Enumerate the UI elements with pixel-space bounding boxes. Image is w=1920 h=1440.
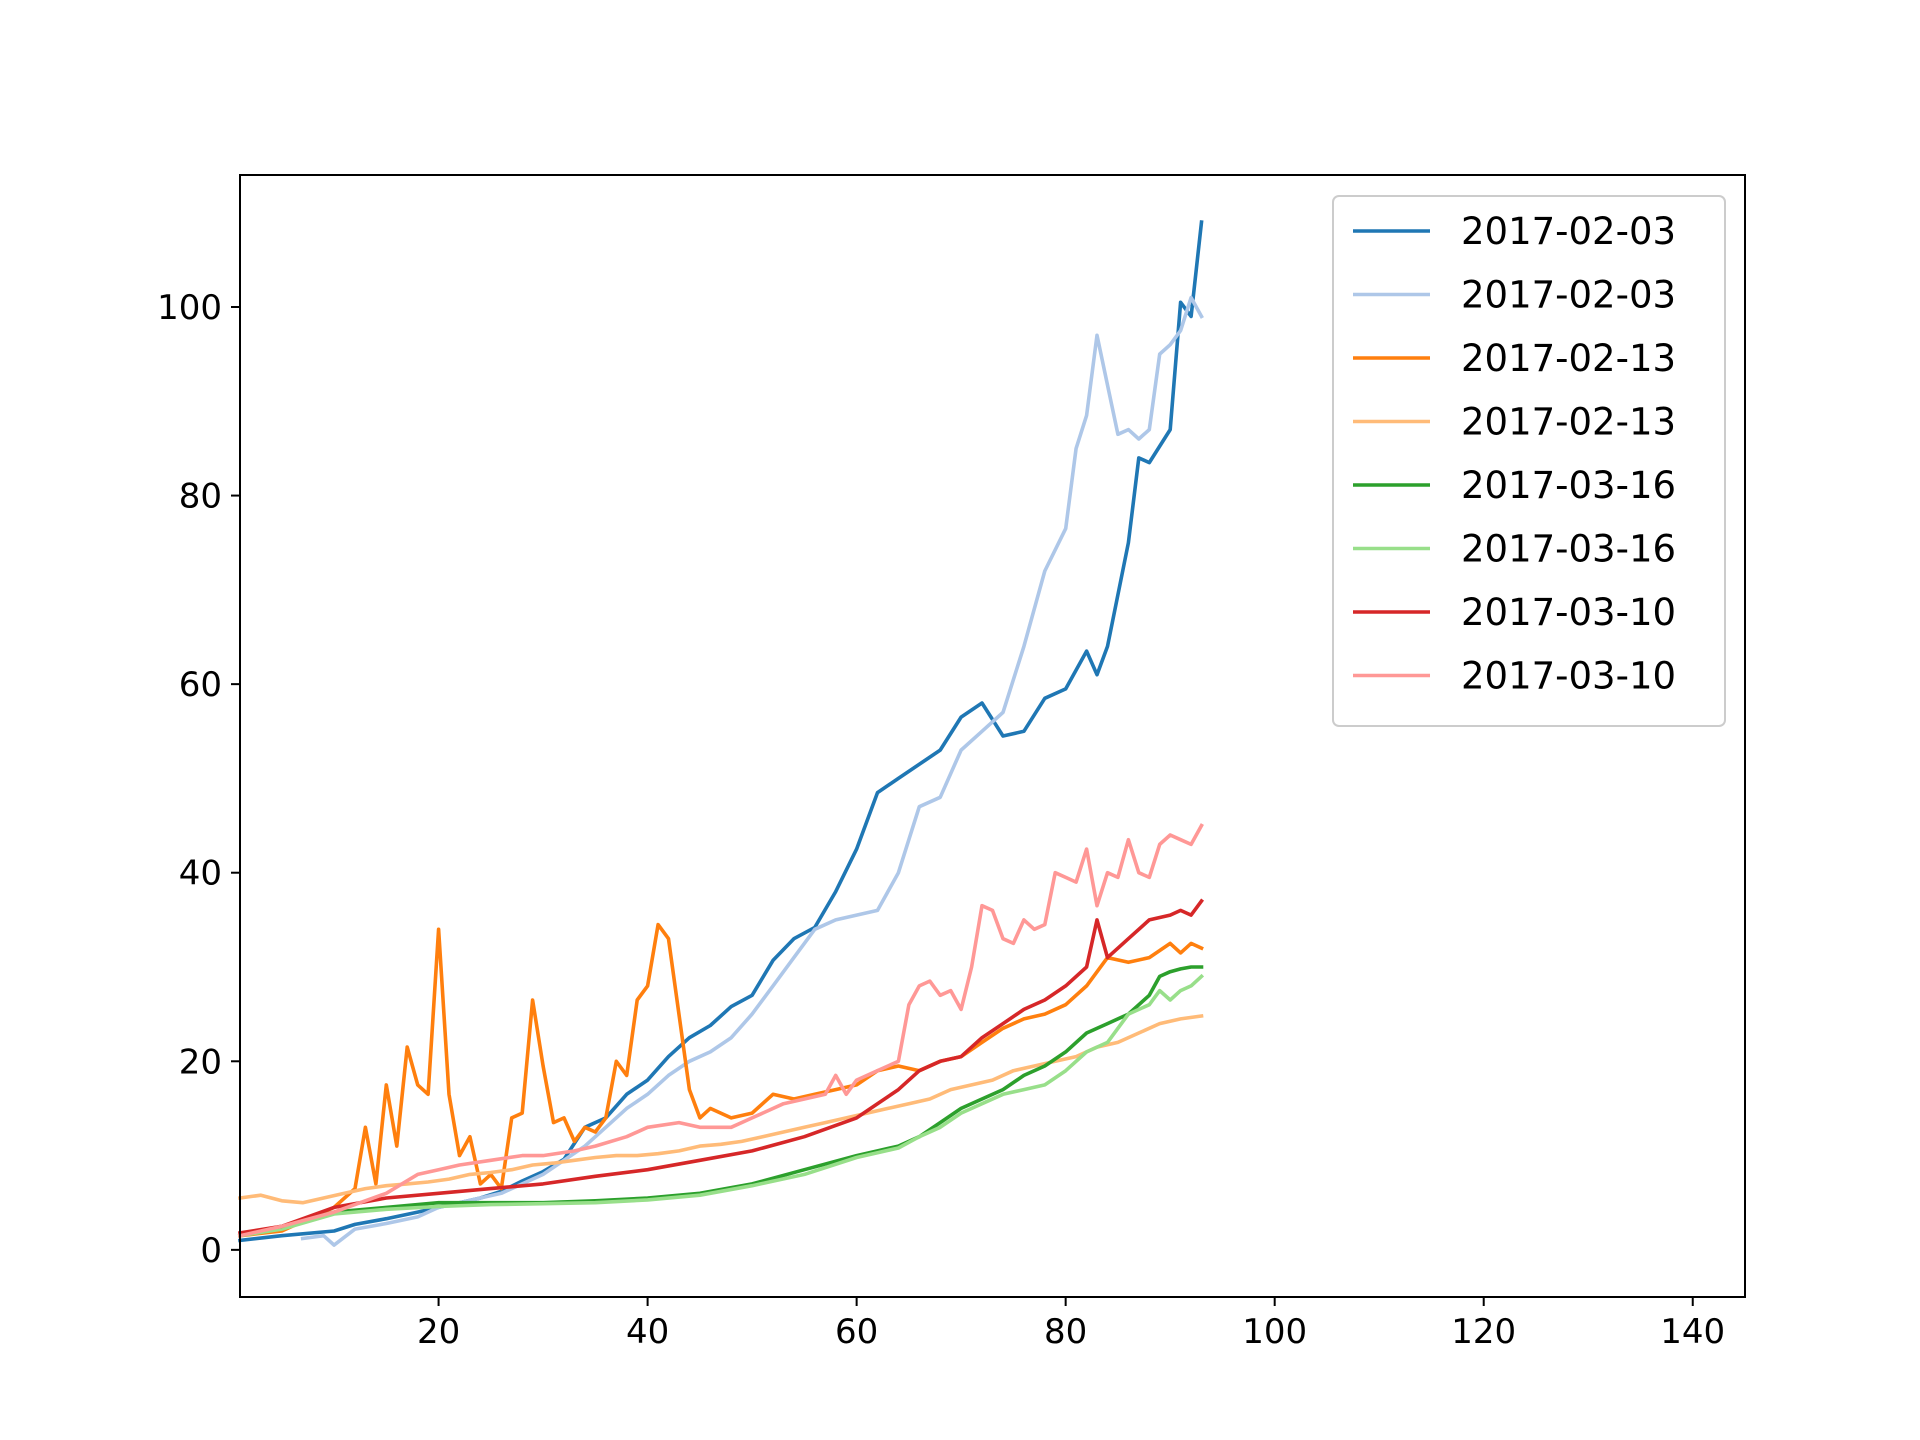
legend-box — [1332, 195, 1726, 727]
series-line-6 — [237, 973, 1205, 1238]
series-line-7 — [237, 898, 1205, 1235]
y-tick-label: 60 — [179, 665, 222, 705]
x-tick-label: 120 — [1451, 1312, 1516, 1352]
y-tick-label: 0 — [200, 1231, 222, 1271]
x-tick-label: 60 — [835, 1312, 878, 1352]
legend-label: 2017-02-13 — [1461, 337, 1676, 380]
plot-frame — [239, 174, 1746, 1298]
x-tick-label: 140 — [1660, 1312, 1725, 1352]
y-tick-label: 40 — [179, 854, 222, 894]
legend-label: 2017-03-10 — [1461, 655, 1676, 698]
legend-label: 2017-02-13 — [1461, 401, 1676, 444]
x-tick-label: 20 — [417, 1312, 460, 1352]
legend-label: 2017-03-10 — [1461, 591, 1676, 634]
legend-label: 2017-02-03 — [1461, 274, 1676, 317]
legend: 2017-02-03 2017-02-03 2017-02-13 2017-02-13… — [1332, 195, 1726, 727]
series-line-2 — [300, 295, 1204, 1247]
series-layer — [237, 220, 1205, 1247]
x-tick-label: 100 — [1242, 1312, 1307, 1352]
legend-label: 2017-03-16 — [1461, 528, 1676, 571]
legend-label: 2017-02-03 — [1461, 210, 1676, 253]
legend-label: 2017-03-16 — [1461, 464, 1676, 507]
y-tick-label: 100 — [157, 288, 222, 328]
y-tick-label: 20 — [179, 1042, 222, 1082]
series-line-8 — [237, 823, 1204, 1238]
series-line-3 — [238, 922, 1204, 1238]
y-axis: 0 20 40 60 80 100 — [157, 288, 240, 1271]
x-tick-label: 40 — [626, 1312, 669, 1352]
x-axis: 20 40 60 80 100 120 140 — [417, 1297, 1725, 1352]
y-tick-label: 80 — [179, 477, 222, 517]
x-tick-label: 80 — [1044, 1312, 1087, 1352]
